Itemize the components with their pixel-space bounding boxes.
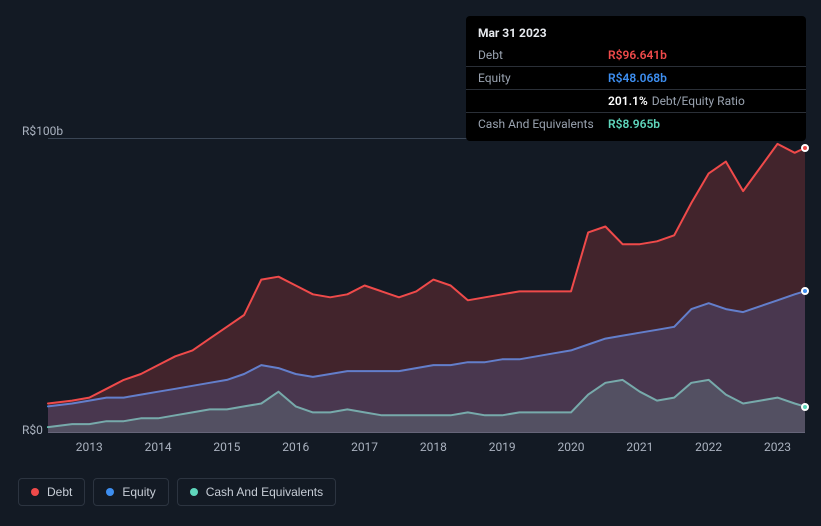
- plot-area[interactable]: [48, 138, 805, 433]
- tooltip-date: Mar 31 2023: [478, 26, 547, 40]
- legend-item-debt[interactable]: Debt: [18, 478, 85, 506]
- tooltip-row-suffix: Debt/Equity Ratio: [652, 94, 745, 108]
- x-tick-label: 2020: [558, 440, 585, 454]
- x-tick-label: 2016: [282, 440, 309, 454]
- x-tick-label: 2015: [213, 440, 240, 454]
- series-end-marker: [801, 287, 809, 295]
- legend-dot-icon: [106, 488, 114, 496]
- legend-label: Debt: [47, 485, 72, 499]
- tooltip-row: EquityR$48.068b: [466, 66, 806, 89]
- x-tick-label: 2017: [351, 440, 378, 454]
- series-end-marker: [801, 144, 809, 152]
- tooltip-row-value: R$8.965b: [608, 117, 660, 131]
- legend-dot-icon: [190, 488, 198, 496]
- chart-legend: Debt Equity Cash And Equivalents: [18, 478, 336, 506]
- tooltip-row-value: 201.1%: [608, 94, 648, 108]
- legend-item-cash-and-equivalents[interactable]: Cash And Equivalents: [177, 478, 336, 506]
- legend-label: Equity: [122, 485, 155, 499]
- chart-svg: [48, 138, 805, 433]
- x-tick-label: 2021: [626, 440, 653, 454]
- legend-item-equity[interactable]: Equity: [93, 478, 168, 506]
- tooltip-row-label: Cash And Equivalents: [478, 117, 608, 131]
- legend-label: Cash And Equivalents: [206, 485, 323, 499]
- y-axis-label-bottom: R$0: [22, 423, 43, 437]
- tooltip-row-label: [478, 94, 608, 108]
- tooltip-row: 201.1% Debt/Equity Ratio: [466, 89, 806, 112]
- x-tick-label: 2019: [489, 440, 516, 454]
- debt-equity-chart: R$100b R$0 20132014201520162017201820192…: [0, 0, 821, 526]
- tooltip-row-value: R$48.068b: [608, 71, 667, 85]
- x-tick-label: 2014: [145, 440, 172, 454]
- tooltip-row-label: Debt: [478, 48, 608, 62]
- x-axis-ticks: 2013 2014 2015 2016 2017 2018 2019 2020 2021 2022…: [48, 440, 805, 460]
- x-tick-label: 2013: [76, 440, 103, 454]
- tooltip-row: DebtR$96.641b: [466, 44, 806, 66]
- series-end-marker: [801, 403, 809, 411]
- legend-dot-icon: [31, 488, 39, 496]
- x-tick-label: 2018: [420, 440, 447, 454]
- x-tick-label: 2023: [764, 440, 791, 454]
- tooltip-row-value: R$96.641b: [608, 48, 667, 62]
- chart-tooltip: Mar 31 2023 DebtR$96.641bEquityR$48.068b…: [466, 16, 806, 141]
- tooltip-row-label: Equity: [478, 71, 608, 85]
- tooltip-row: Cash And EquivalentsR$8.965b: [466, 112, 806, 135]
- x-tick-label: 2022: [695, 440, 722, 454]
- y-axis-label-top: R$100b: [22, 124, 63, 138]
